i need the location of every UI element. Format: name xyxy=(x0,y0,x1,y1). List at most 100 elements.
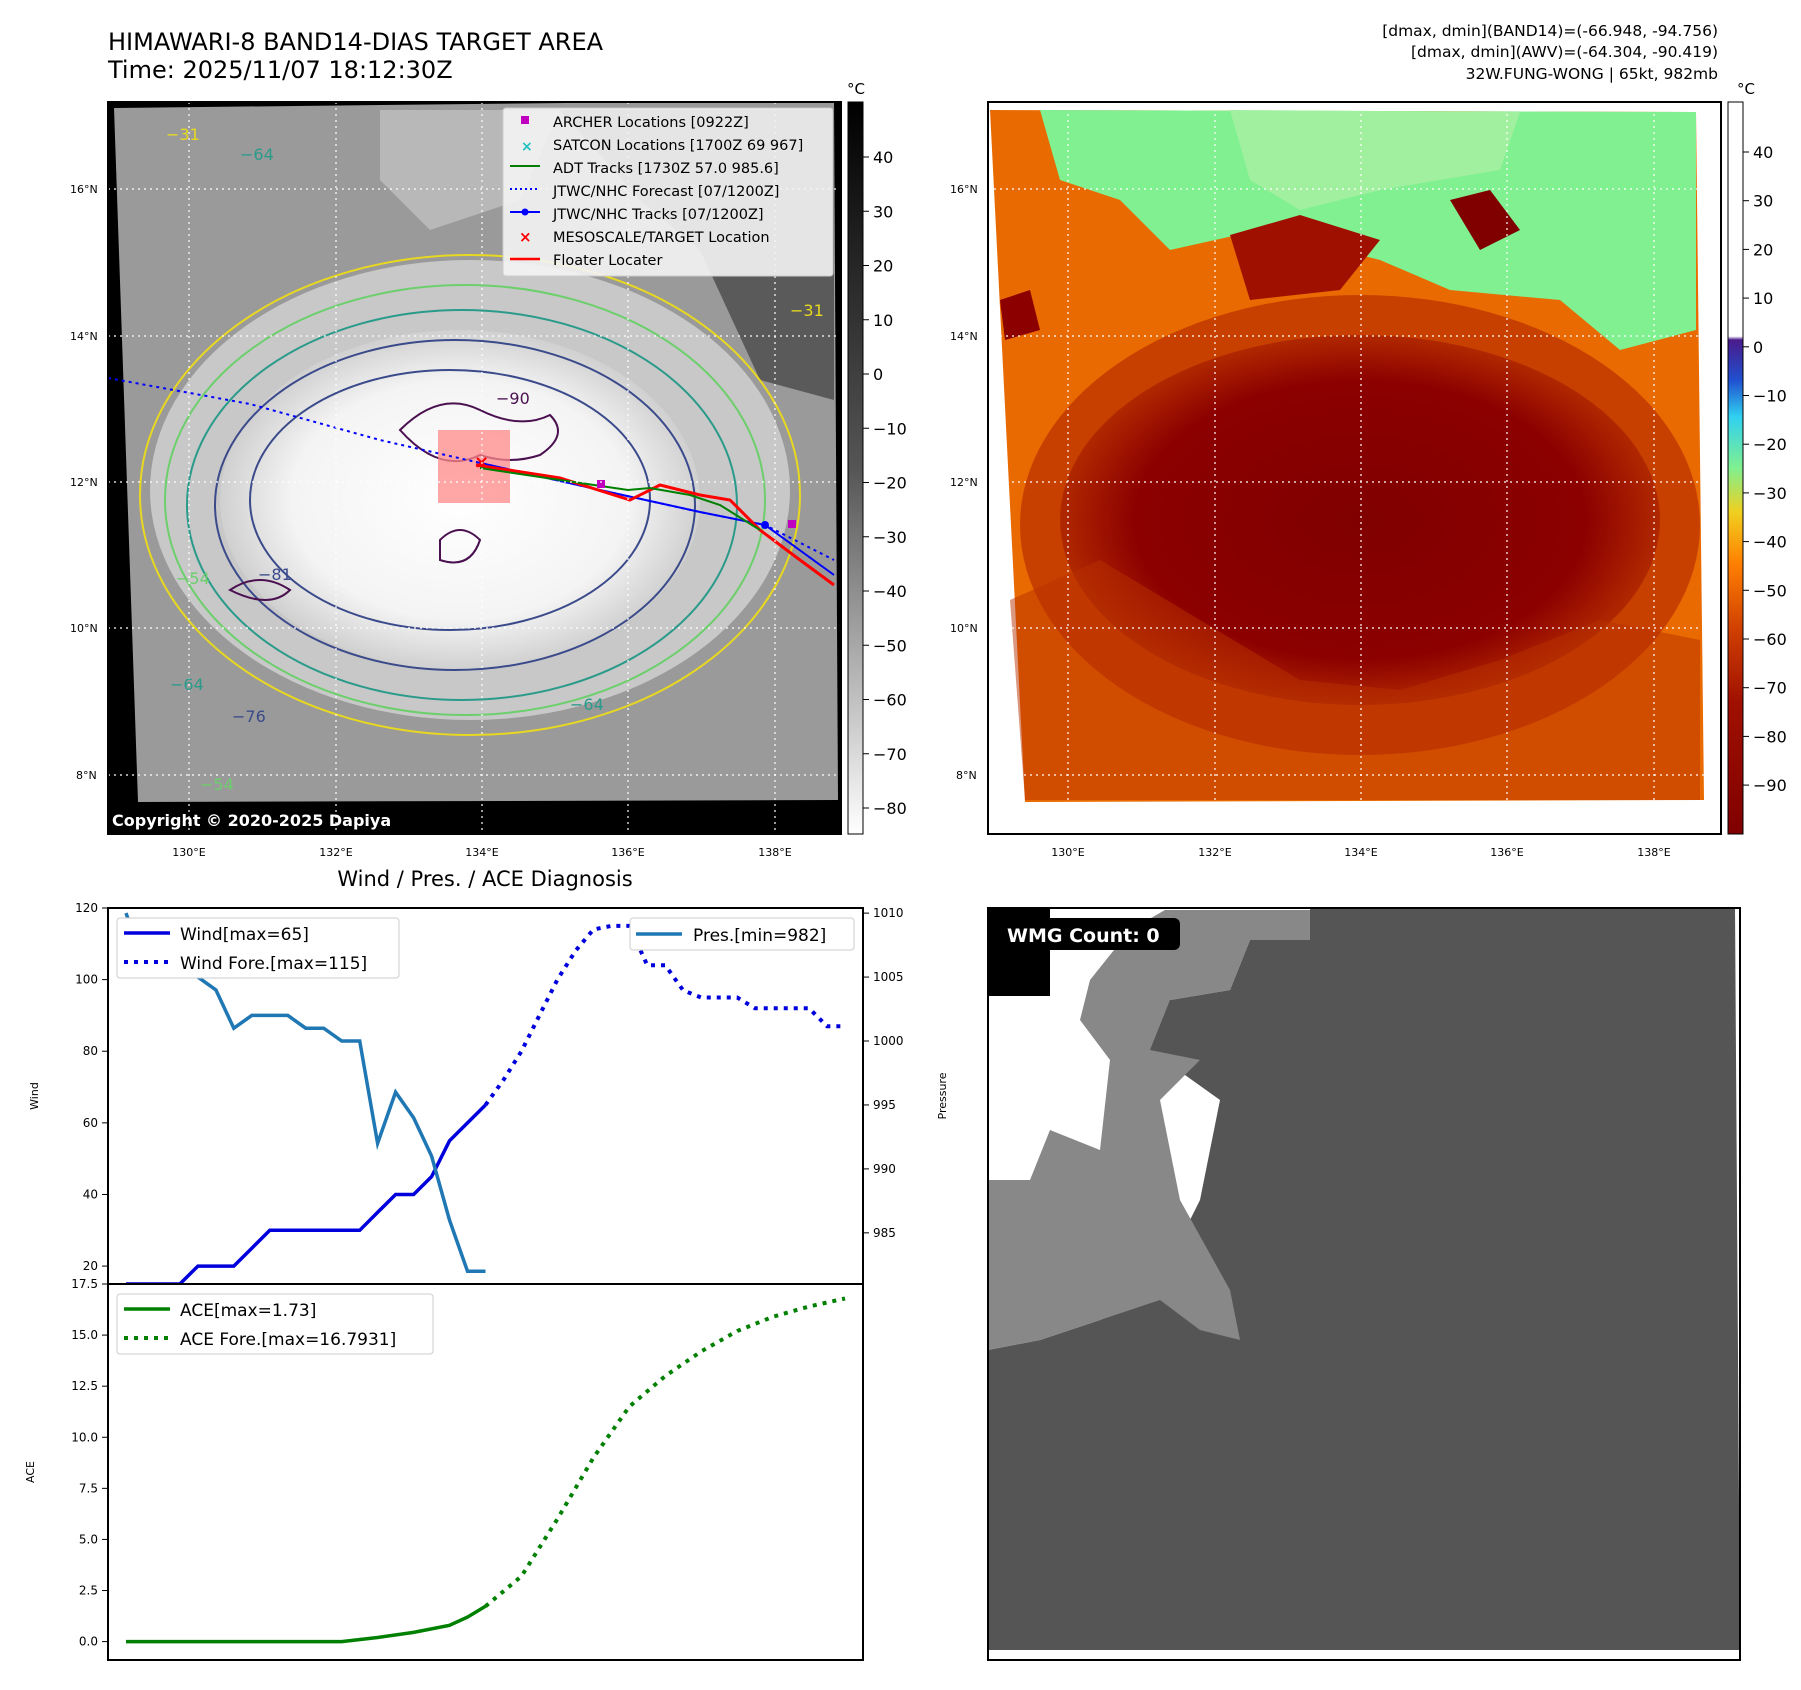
color-colorbar-tick-label: −20 xyxy=(1753,435,1787,454)
ace-chart: 0.0 2.5 5.0 7.5 10.0 12.5 15.0 17.5 ACE ACE[max… xyxy=(24,1277,864,1661)
gray-colorbar-tick-label: −60 xyxy=(873,691,907,710)
color-colorbar-tick-label: −50 xyxy=(1753,581,1787,600)
left-map-lon-labels: 130°E 132°E 134°E 136°E 138°E xyxy=(172,846,791,859)
ace-axis-label: ACE xyxy=(24,1461,37,1483)
gray-colorbar-tick-label: −10 xyxy=(873,419,907,438)
contour-label: −54 xyxy=(176,569,210,588)
svg-text:16°N: 16°N xyxy=(950,183,978,196)
svg-text:136°E: 136°E xyxy=(611,846,644,859)
legend-item: SATCON Locations [1700Z 69 967] xyxy=(553,138,803,154)
ace-ytick-label: 0.0 xyxy=(79,1635,98,1649)
ace-ytick-label: 10.0 xyxy=(71,1430,98,1444)
svg-text:8°N: 8°N xyxy=(956,769,977,782)
wind-ytick-label: 100 xyxy=(75,973,98,987)
legend-item: JTWC/NHC Forecast [07/1200Z] xyxy=(552,184,779,200)
ace-ytick-label: 12.5 xyxy=(71,1379,98,1393)
legend-archer-marker xyxy=(521,116,529,124)
wind-pressure-chart: 20 40 60 80 100 120 985 990 995 1000 1005 1010 Wind… xyxy=(28,901,949,1286)
legend-target-marker: × xyxy=(519,228,532,246)
archer-marker xyxy=(597,480,605,488)
pressure-ytick-label: 1000 xyxy=(873,1034,904,1048)
wmg-gray-region xyxy=(988,910,1310,1350)
awv-storm-core xyxy=(1060,335,1660,705)
pressure-axis-label: Pressure xyxy=(936,1072,949,1119)
svg-text:14°N: 14°N xyxy=(70,330,98,343)
series-line-wind xyxy=(126,1103,487,1286)
gray-colorbar: °C 40 30 20 10 0 −10 −20 −30 −40 −50 −60 −70 −80 xyxy=(847,80,907,835)
gray-colorbar-tick-label: 20 xyxy=(873,257,893,276)
svg-text:138°E: 138°E xyxy=(758,846,791,859)
series-line-wind-fore- xyxy=(483,923,845,1107)
contour-label: −81 xyxy=(258,565,292,584)
contour-label: −54 xyxy=(200,775,234,794)
color-colorbar-tick-label: 10 xyxy=(1753,289,1773,308)
gray-colorbar-tick-label: −80 xyxy=(873,799,907,818)
svg-text:10°N: 10°N xyxy=(70,622,98,635)
legend-item: JTWC/NHC Tracks [07/1200Z] xyxy=(552,207,764,223)
wind-axis-label: Wind xyxy=(28,1082,41,1110)
ace-ytick-label: 2.5 xyxy=(79,1584,98,1598)
legend-satcon-marker: × xyxy=(521,139,533,155)
wind-ytick-label: 20 xyxy=(83,1259,98,1273)
svg-text:134°E: 134°E xyxy=(465,846,498,859)
awv-gridlines xyxy=(988,102,1721,834)
contour-label: −31 xyxy=(790,301,824,320)
color-colorbar-tick-label: −60 xyxy=(1753,630,1787,649)
gray-colorbar-tick-label: −50 xyxy=(873,636,907,655)
legend-item: ARCHER Locations [0922Z] xyxy=(553,115,749,131)
wind-forecast-legend-label: Wind Fore.[max=115] xyxy=(180,954,367,974)
svg-text:8°N: 8°N xyxy=(76,769,97,782)
ace-ytick-label: 15.0 xyxy=(71,1328,98,1342)
svg-text:16°N: 16°N xyxy=(70,183,98,196)
svg-text:10°N: 10°N xyxy=(950,622,978,635)
diagnosis-chart-title: Wind / Pres. / ACE Diagnosis xyxy=(337,867,632,891)
right-map-lon-labels: 130°E 132°E 134°E 136°E 138°E xyxy=(1051,846,1670,859)
wind-legend xyxy=(116,917,400,979)
color-colorbar-tick-label: −30 xyxy=(1753,484,1787,503)
series-line-ace-fore- xyxy=(484,1296,846,1608)
gray-colorbar-tick-label: −30 xyxy=(873,528,907,547)
pressure-ytick-label: 995 xyxy=(873,1098,896,1112)
wmg-panel: WMG Count: 0 xyxy=(987,907,1741,1661)
wind-ytick-label: 120 xyxy=(75,901,98,915)
svg-text:134°E: 134°E xyxy=(1344,846,1377,859)
svg-text:138°E: 138°E xyxy=(1637,846,1670,859)
gray-colorbar-tick-label: −70 xyxy=(873,745,907,764)
wmg-dark-region xyxy=(988,908,1740,1650)
figure-title: HIMAWARI-8 BAND14-DIAS TARGET AREA xyxy=(108,28,604,56)
dmax-dmin-band14: [dmax, dmin](BAND14)=(-66.948, -94.756) xyxy=(1382,22,1718,40)
legend-item: ADT Tracks [1730Z 57.0 985.6] xyxy=(553,161,779,177)
gray-colorbar-tick-label: 40 xyxy=(873,148,893,167)
svg-text:14°N: 14°N xyxy=(950,330,978,343)
svg-text:12°N: 12°N xyxy=(950,476,978,489)
wind-ytick-label: 80 xyxy=(83,1044,98,1058)
figure-time: Time: 2025/11/07 18:12:30Z xyxy=(108,56,453,84)
color-colorbar-tick-label: 40 xyxy=(1753,143,1773,162)
contour-label: −76 xyxy=(232,707,266,726)
color-colorbar-tick-label: −90 xyxy=(1753,776,1787,795)
contour-label: −90 xyxy=(496,389,530,408)
ace-forecast-legend-label: ACE Fore.[max=16.7931] xyxy=(180,1330,396,1350)
color-colorbar-tick-label: −10 xyxy=(1753,387,1787,406)
gray-colorbar-tick-label: −40 xyxy=(873,582,907,601)
gray-colorbar-tick-label: 10 xyxy=(873,311,893,330)
gray-colorbar-tick-label: 30 xyxy=(873,202,893,221)
ace-ytick-label: 7.5 xyxy=(79,1481,98,1495)
contour-label: −31 xyxy=(166,125,200,144)
ace-legend-label: ACE[max=1.73] xyxy=(180,1301,316,1321)
gray-colorbar-tick-label: −20 xyxy=(873,474,907,493)
svg-text:130°E: 130°E xyxy=(1051,846,1084,859)
contour-label: −64 xyxy=(570,695,604,714)
color-colorbar-tick-label: −40 xyxy=(1753,533,1787,552)
pressure-ytick-label: 985 xyxy=(873,1226,896,1240)
storm-info: 32W.FUNG-WONG | 65kt, 982mb xyxy=(1465,65,1718,83)
wmg-count-badge xyxy=(998,918,1180,950)
awv-color-map xyxy=(987,101,1722,835)
color-colorbar-tick-label: 20 xyxy=(1753,240,1773,259)
adt-track xyxy=(479,467,761,531)
floater-track xyxy=(475,463,835,587)
ace-ytick-label: 17.5 xyxy=(71,1277,98,1291)
color-colorbar-tick-label: −80 xyxy=(1753,727,1787,746)
